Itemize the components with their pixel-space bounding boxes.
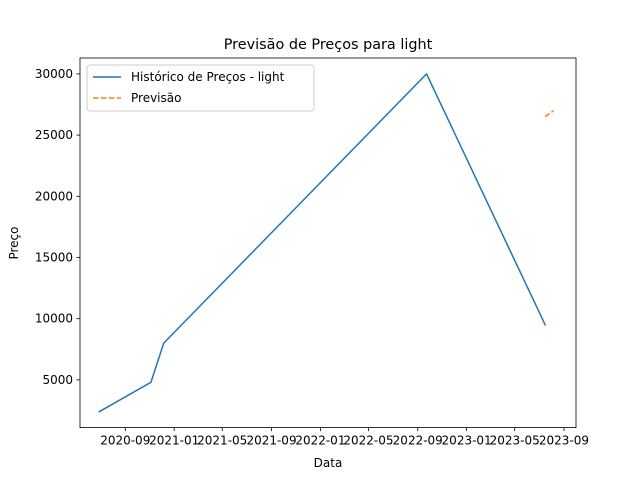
y-tick-label: 15000 bbox=[35, 250, 73, 264]
legend: Histórico de Preços - light Previsão bbox=[86, 64, 315, 112]
y-tick-label: 25000 bbox=[35, 128, 73, 142]
legend-box bbox=[86, 64, 315, 112]
x-tick-label: 2020-09 bbox=[100, 434, 150, 448]
plot-area bbox=[98, 73, 555, 413]
y-axis: 5000 10000 15000 20000 25000 30000 bbox=[35, 67, 80, 387]
x-tick-label: 2021-09 bbox=[246, 434, 296, 448]
y-axis-title: Preço bbox=[7, 226, 21, 259]
x-tick-label: 2021-05 bbox=[197, 434, 247, 448]
x-axis-title: Data bbox=[314, 456, 343, 470]
x-tick-label: 2023-05 bbox=[490, 434, 540, 448]
x-tick-label: 2022-05 bbox=[343, 434, 393, 448]
y-tick-label: 5000 bbox=[42, 373, 73, 387]
series-line-historico bbox=[98, 73, 547, 413]
x-tick-label: 2022-01 bbox=[295, 434, 345, 448]
x-tick-label: 2023-09 bbox=[539, 434, 589, 448]
y-tick-label: 20000 bbox=[35, 189, 73, 203]
legend-label-previsao: Previsão bbox=[131, 91, 181, 105]
y-tick-label: 30000 bbox=[35, 67, 73, 81]
x-tick-label: 2021-01 bbox=[149, 434, 199, 448]
x-tick-label: 2023-01 bbox=[442, 434, 492, 448]
legend-label-historico: Histórico de Preços - light bbox=[131, 70, 285, 84]
chart-title: Previsão de Preços para light bbox=[224, 37, 433, 53]
series-line-previsao bbox=[544, 110, 555, 118]
y-tick-label: 10000 bbox=[35, 312, 73, 326]
axes-frame bbox=[79, 57, 577, 429]
x-tick-label: 2022-09 bbox=[393, 434, 443, 448]
